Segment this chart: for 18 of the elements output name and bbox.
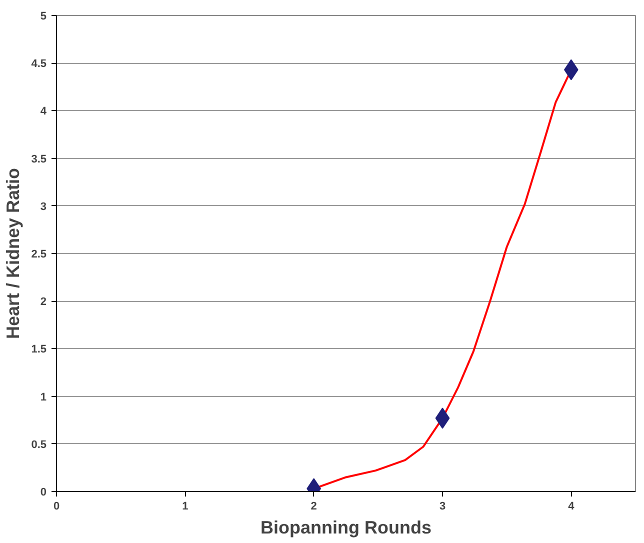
y-tick-label: 1 [40, 391, 47, 404]
y-tick-label: 3.5 [31, 153, 47, 166]
y-tick-label: 4 [40, 106, 48, 118]
y-tick-label: 0.5 [31, 438, 47, 451]
y-tick-label: 4.5 [31, 58, 47, 70]
x-tick-label: 1 [182, 500, 188, 512]
y-tick-label: 5 [40, 10, 47, 22]
x-tick-label: 4 [568, 500, 576, 512]
y-tick-label: 2 [40, 296, 47, 308]
x-tick-label: 0 [53, 500, 60, 512]
y-tick-label: 1.5 [31, 344, 47, 356]
x-axis-title: Biopanning Rounds [260, 518, 432, 538]
x-tick-label: 3 [439, 500, 446, 512]
y-tick-label: 0 [40, 486, 47, 498]
y-tick-label: 3 [40, 200, 47, 213]
x-tick-label: 2 [310, 500, 317, 512]
y-tick-label: 2.5 [31, 248, 47, 260]
y-axis-title: Heart / Kidney Ratio [3, 168, 24, 340]
